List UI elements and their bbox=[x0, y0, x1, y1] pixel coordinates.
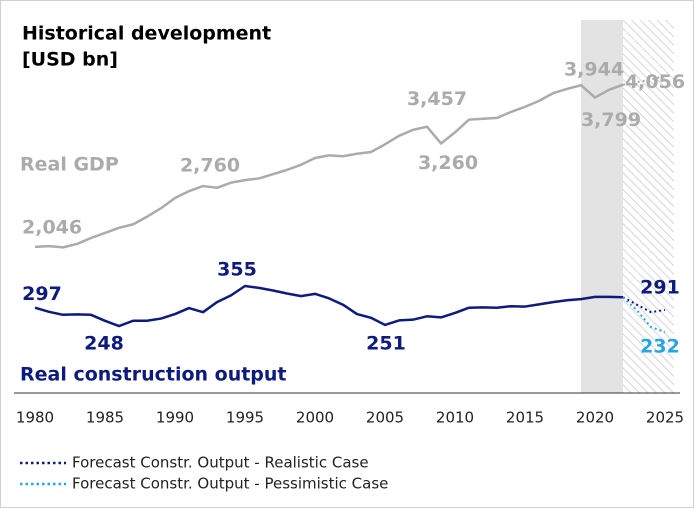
x-tick-label: 1990 bbox=[156, 409, 194, 427]
chart-subtitle: [USD bn] bbox=[22, 49, 118, 71]
data-label: 291 bbox=[640, 276, 680, 298]
data-label: 3,799 bbox=[581, 109, 641, 131]
forecast-line bbox=[622, 74, 666, 86]
data-label: 2,760 bbox=[180, 155, 240, 177]
data-label: 297 bbox=[22, 283, 62, 305]
line bbox=[34, 284, 624, 328]
data-label: 355 bbox=[217, 259, 257, 281]
x-tick-label: 1985 bbox=[86, 409, 124, 427]
highlight-band bbox=[581, 20, 623, 393]
data-label: 251 bbox=[366, 332, 406, 354]
x-tick-label: 2025 bbox=[646, 409, 684, 427]
data-label: 3,260 bbox=[418, 152, 478, 174]
x-tick-label: 1980 bbox=[16, 409, 54, 427]
legend-label: Forecast Constr. Output - Realistic Case bbox=[72, 454, 369, 472]
x-tick-label: 2005 bbox=[366, 409, 404, 427]
x-tick-label: 2020 bbox=[576, 409, 614, 427]
data-label: 3,457 bbox=[407, 88, 467, 110]
x-tick-label: 1995 bbox=[226, 409, 264, 427]
data-label: 2,046 bbox=[22, 216, 82, 238]
data-label: 3,944 bbox=[564, 59, 624, 81]
data-label: 232 bbox=[640, 336, 680, 358]
legend-label: Forecast Constr. Output - Pessimistic Ca… bbox=[72, 475, 388, 493]
series-label: Real construction output bbox=[20, 364, 287, 386]
series-label: Real GDP bbox=[20, 154, 119, 176]
line bbox=[34, 83, 624, 249]
x-tick-label: 2000 bbox=[296, 409, 334, 427]
forecast-band bbox=[623, 20, 674, 393]
forecast-line bbox=[622, 296, 666, 333]
chart-title: Historical development bbox=[22, 23, 271, 45]
x-tick-label: 2015 bbox=[506, 409, 544, 427]
data-label: 248 bbox=[84, 333, 124, 355]
data-label: 4,056 bbox=[625, 71, 685, 93]
x-tick-label: 2010 bbox=[436, 409, 474, 427]
